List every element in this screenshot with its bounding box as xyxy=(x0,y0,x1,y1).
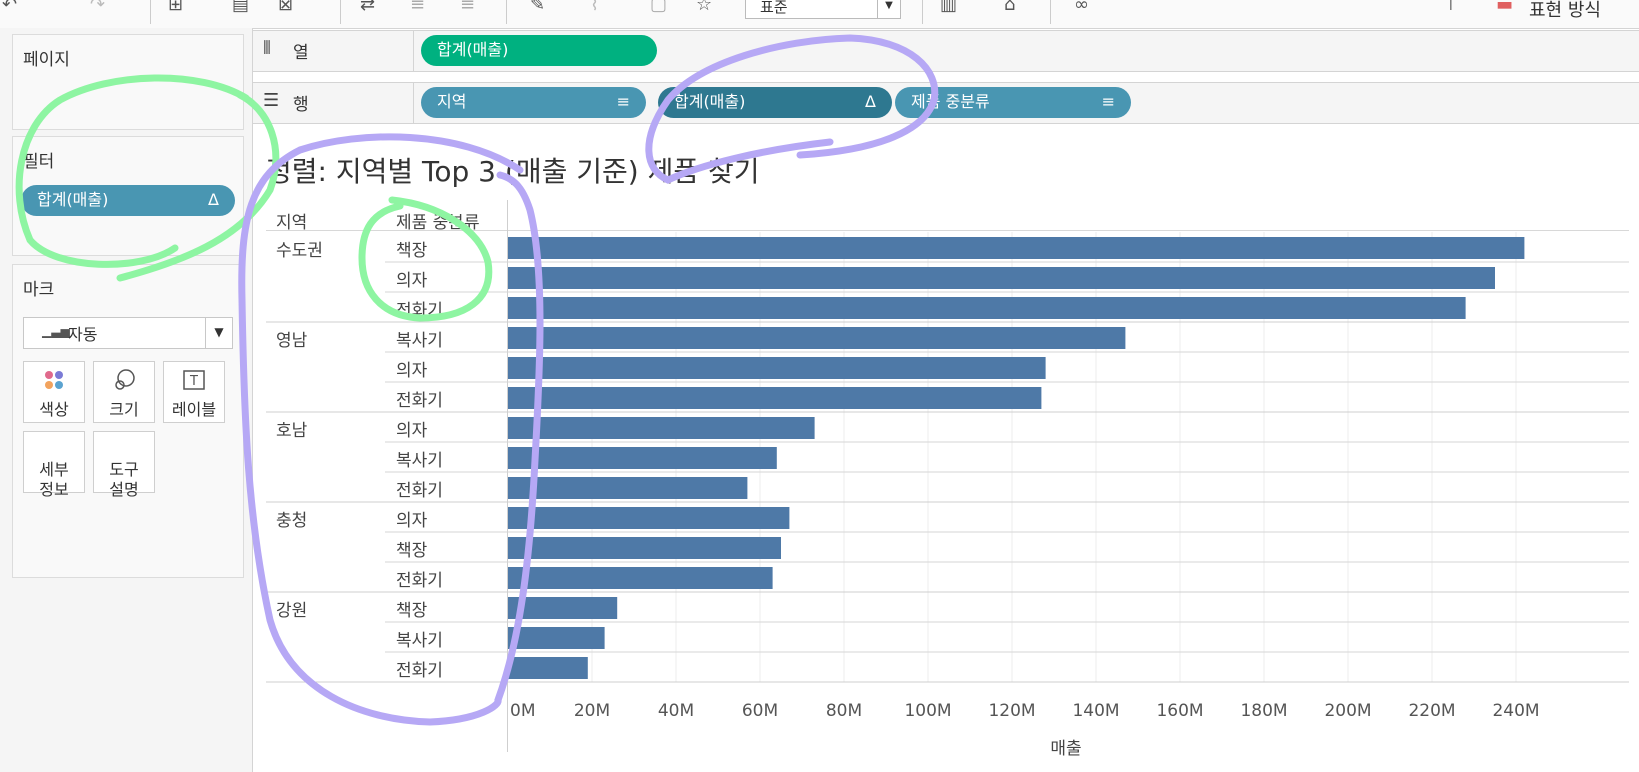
bar[interactable] xyxy=(508,237,1525,259)
bar[interactable] xyxy=(508,297,1466,319)
bar[interactable] xyxy=(508,387,1042,409)
bar[interactable] xyxy=(508,327,1126,349)
x-tick-label: 160M xyxy=(1156,701,1203,721)
group-icon[interactable]: ⌇ xyxy=(590,0,599,15)
presentation-icon[interactable]: ⌂ xyxy=(1004,0,1016,15)
columns-pill-sum-sales[interactable]: 합계(매출) xyxy=(421,35,657,66)
mark-type-value: 자동 xyxy=(68,325,98,344)
toolbar-divider xyxy=(150,0,151,24)
show-me-icon[interactable]: ▬ xyxy=(1496,0,1514,15)
sort-desc-icon[interactable]: ≡ xyxy=(460,0,476,15)
x-tick-label: 240M xyxy=(1492,701,1539,721)
bar[interactable] xyxy=(508,627,605,649)
x-tick-label: 0M xyxy=(510,701,535,721)
clear-sheet-icon[interactable]: ⊠ xyxy=(278,0,294,15)
bar[interactable] xyxy=(508,507,790,529)
x-tick-label: 80M xyxy=(826,701,862,721)
mark-type-select[interactable]: ▁▃▅ 자동 ▼ xyxy=(23,317,233,349)
bar[interactable] xyxy=(508,357,1046,379)
x-tick-label: 60M xyxy=(742,701,778,721)
x-tick-label: 120M xyxy=(988,701,1035,721)
toolbar-divider xyxy=(922,0,923,24)
color-label: 색상 xyxy=(39,400,69,419)
bar[interactable] xyxy=(508,567,773,589)
detail-label: 세부 정보 xyxy=(39,460,69,499)
label-button[interactable]: T 레이블 xyxy=(163,361,225,423)
chevron-down-icon: ▼ xyxy=(877,0,900,18)
sort-desc-icon: ≡ xyxy=(616,92,630,111)
text-label-icon: T xyxy=(164,368,224,396)
x-tick-label: 20M xyxy=(574,701,610,721)
detail-button[interactable]: 세부 정보 xyxy=(23,431,85,499)
header-divider xyxy=(266,230,1629,231)
bar[interactable] xyxy=(508,657,588,679)
share-icon[interactable]: ∞ xyxy=(1074,0,1089,15)
swap-icon[interactable]: ⇄ xyxy=(360,0,376,15)
rows-pill-region[interactable]: 지역 ≡ xyxy=(421,87,646,118)
size-button[interactable]: 크기 xyxy=(93,361,155,423)
toolbar: ↶ ↷ ⊞ ▤ ⊠ ⇄ ≡ ≡ ✎ ⌇ ▢ ☆ 표준 ▼ ▥ ⌂ ∞ ⊤ ▬ 표… xyxy=(0,0,1639,29)
rows-pill-label: 지역 xyxy=(437,92,467,111)
columns-icon: ⦀ xyxy=(263,38,271,59)
bar-chart-icon: ▁▃▅ xyxy=(42,324,70,338)
marks-card: 마크 ▁▃▅ 자동 ▼ 색상 크기 T 레이블 세부 정보 xyxy=(12,264,244,578)
color-button[interactable]: 색상 xyxy=(23,361,85,423)
color-dots-icon xyxy=(24,368,84,396)
chevron-down-icon: ▼ xyxy=(205,318,232,348)
x-tick-label: 40M xyxy=(658,701,694,721)
bar[interactable] xyxy=(508,597,618,619)
bar[interactable] xyxy=(508,267,1495,289)
pin-icon[interactable]: ☆ xyxy=(696,0,713,15)
svg-text:T: T xyxy=(189,374,198,389)
pin-down-icon[interactable]: ⊤ xyxy=(1443,0,1459,15)
highlight-icon[interactable]: ✎ xyxy=(530,0,546,15)
columns-pill-label: 합계(매출) xyxy=(437,40,509,59)
bar[interactable] xyxy=(508,417,815,439)
tooltip-button[interactable]: 도구 설명 xyxy=(93,431,155,499)
columns-shelf[interactable]: ⦀ 열 합계(매출) xyxy=(252,30,1639,72)
columns-label: 열 xyxy=(293,43,309,63)
tooltip-label: 도구 설명 xyxy=(109,460,139,499)
fit-dropdown[interactable]: 표준 ▼ xyxy=(745,0,901,19)
size-circles-icon xyxy=(94,368,154,396)
label-label: 레이블 xyxy=(171,400,217,419)
show-cards-icon[interactable]: ▥ xyxy=(940,0,958,15)
sort-desc-icon: ≡ xyxy=(1101,92,1115,111)
show-me-label[interactable]: 표현 방식 xyxy=(1529,0,1601,21)
columns-shelf-label: ⦀ 열 xyxy=(253,31,414,71)
x-tick-label: 200M xyxy=(1324,701,1371,721)
new-sheet-icon[interactable]: ▤ xyxy=(232,0,250,15)
marks-title: 마크 xyxy=(23,280,55,300)
redo-icon[interactable]: ↷ xyxy=(90,0,106,15)
x-tick-label: 140M xyxy=(1072,701,1119,721)
toolbar-divider xyxy=(506,0,507,24)
undo-icon[interactable]: ↶ xyxy=(2,0,18,15)
rows-label: 행 xyxy=(293,95,309,115)
sort-asc-icon[interactable]: ≡ xyxy=(410,0,426,15)
toolbar-divider xyxy=(340,0,341,24)
toolbar-divider xyxy=(1050,0,1051,24)
x-axis-title: 매출 xyxy=(1050,739,1081,759)
new-datasource-icon[interactable]: ⊞ xyxy=(168,0,184,15)
x-tick-label: 100M xyxy=(904,701,951,721)
pages-title: 페이지 xyxy=(23,50,70,70)
size-label: 크기 xyxy=(109,400,139,419)
x-tick-label: 180M xyxy=(1240,701,1287,721)
label-icon[interactable]: ▢ xyxy=(650,0,668,15)
x-tick-label: 220M xyxy=(1408,701,1455,721)
bar[interactable] xyxy=(508,447,777,469)
bar[interactable] xyxy=(508,537,781,559)
fit-dropdown-value: 표준 xyxy=(760,0,788,16)
bar[interactable] xyxy=(508,477,748,499)
